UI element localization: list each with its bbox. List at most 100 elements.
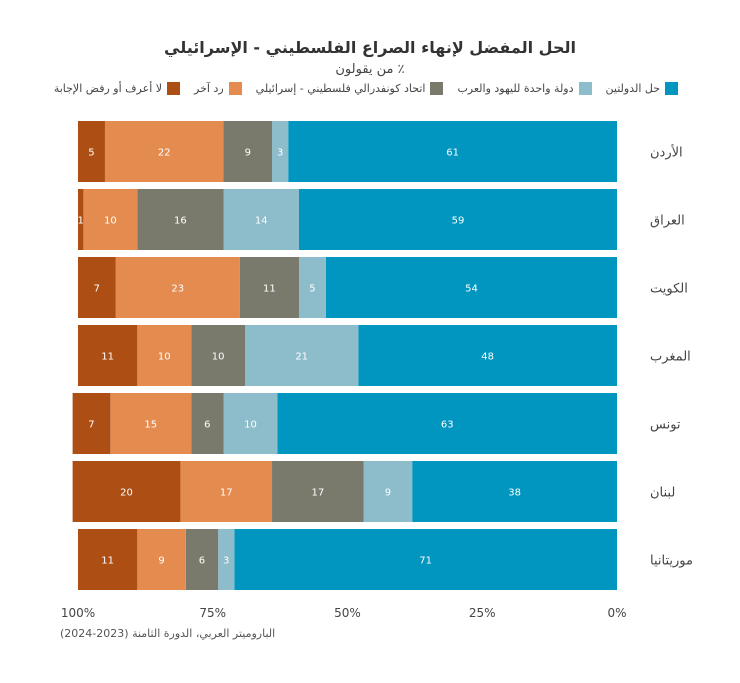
legend-swatch [665,82,678,95]
data-label: 59 [452,216,465,227]
data-label: 3 [223,556,229,567]
data-label: 20 [120,488,133,499]
category-label: تونس [650,418,681,433]
data-label: 48 [481,352,494,363]
bar-segment [191,393,224,454]
bar-segment [191,325,246,386]
bar-segment [78,189,84,250]
data-label: 9 [158,556,164,567]
chart-subtitle: ٪ من يقولون [335,62,405,77]
data-label: 61 [446,148,459,159]
bar-segment [78,121,105,182]
data-label: 17 [220,488,233,499]
data-label: 10 [244,420,257,431]
legend-label: رد آخر [194,82,224,95]
category-label: الأردن [650,144,683,161]
category-label: الكويت [650,282,688,297]
legend-swatch [228,82,242,95]
legend-swatch [167,82,181,95]
data-label: 11 [263,284,276,295]
category-label: موريتانيا [650,554,693,569]
data-label: 21 [295,352,308,363]
bar-segment [185,529,219,590]
bar-segment [104,121,224,182]
data-label: 16 [174,216,187,227]
legend-item: اتحاد كونفدرالي فلسطيني - إسرائيلي [256,82,444,95]
x-tick-label: 75% [199,606,226,620]
bar-segment [272,461,364,522]
category-label: العراق [650,214,685,229]
category-label: المغرب [650,350,691,365]
chart-title: الحل المفضل لإنهاء الصراع الفلسطيني - ال… [164,38,576,57]
bar-segment [272,121,289,182]
data-label: 14 [255,216,268,227]
x-tick-label: 25% [469,606,496,620]
source-note: الباروميتر العربي، الدورة الثامنة (2023-… [60,627,276,640]
data-label: 22 [158,148,171,159]
bar-segment [223,189,299,250]
bar-segment [78,529,138,590]
bar-segment [72,461,181,522]
legend-item: لا أعرف أو رفض الإجابة [53,82,181,95]
bar-segment [110,393,192,454]
data-label: 7 [88,420,94,431]
data-label: 15 [144,420,157,431]
bar-segment [78,257,116,318]
data-label: 54 [465,284,478,295]
bar-segment [245,325,359,386]
bar-segment [180,461,273,522]
bar-segment [298,189,617,250]
data-label: 5 [88,148,94,159]
data-label: 1 [78,216,84,227]
legend-item: رد آخر [194,82,242,95]
bar-segment [363,461,413,522]
data-label: 5 [309,284,315,295]
bar-segment [223,121,273,182]
bar-segment [218,529,235,590]
category-label: لبنان [650,486,675,501]
data-label: 10 [104,216,117,227]
bar-segment [137,529,186,590]
data-label: 10 [158,352,171,363]
bar-segment [325,257,617,318]
bar-segment [358,325,617,386]
bar-segment [223,393,278,454]
legend-label: حل الدولتين [605,82,660,95]
bar-segment [83,189,138,250]
data-label: 7 [94,284,100,295]
bar-segment [277,393,617,454]
data-label: 6 [199,556,205,567]
data-label: 10 [212,352,225,363]
legend-swatch [430,82,444,95]
data-label: 11 [101,352,114,363]
data-label: 23 [171,284,184,295]
bar-segment [137,189,224,250]
bar-segment [412,461,617,522]
bar-segment [72,393,111,454]
bar-segment [288,121,617,182]
data-label: 9 [245,148,251,159]
data-label: 9 [385,488,391,499]
x-tick-label: 100% [61,606,95,620]
bar-segment [234,529,617,590]
bar-segment [115,257,240,318]
data-label: 11 [101,556,114,567]
bar-segment [78,325,138,386]
legend-label: لا أعرف أو رفض الإجابة [53,82,163,95]
data-label: 3 [277,148,283,159]
data-label: 71 [419,556,432,567]
bar-segment [239,257,299,318]
bar-segment [298,257,326,318]
legend: حل الدولتين دولة واحدة لليهود والعرب اتحاد… [54,82,678,95]
legend-label: اتحاد كونفدرالي فلسطيني - إسرائيلي [255,82,426,95]
data-label: 17 [311,488,324,499]
bar-segment [137,325,192,386]
data-label: 63 [441,420,454,431]
data-label: 6 [204,420,210,431]
legend-item: دولة واحدة لليهود والعرب [457,82,592,95]
legend-swatch [578,82,592,95]
x-tick-label: 50% [334,606,361,620]
legend-item: حل الدولتين [606,82,678,95]
legend-label: دولة واحدة لليهود والعرب [457,82,574,95]
